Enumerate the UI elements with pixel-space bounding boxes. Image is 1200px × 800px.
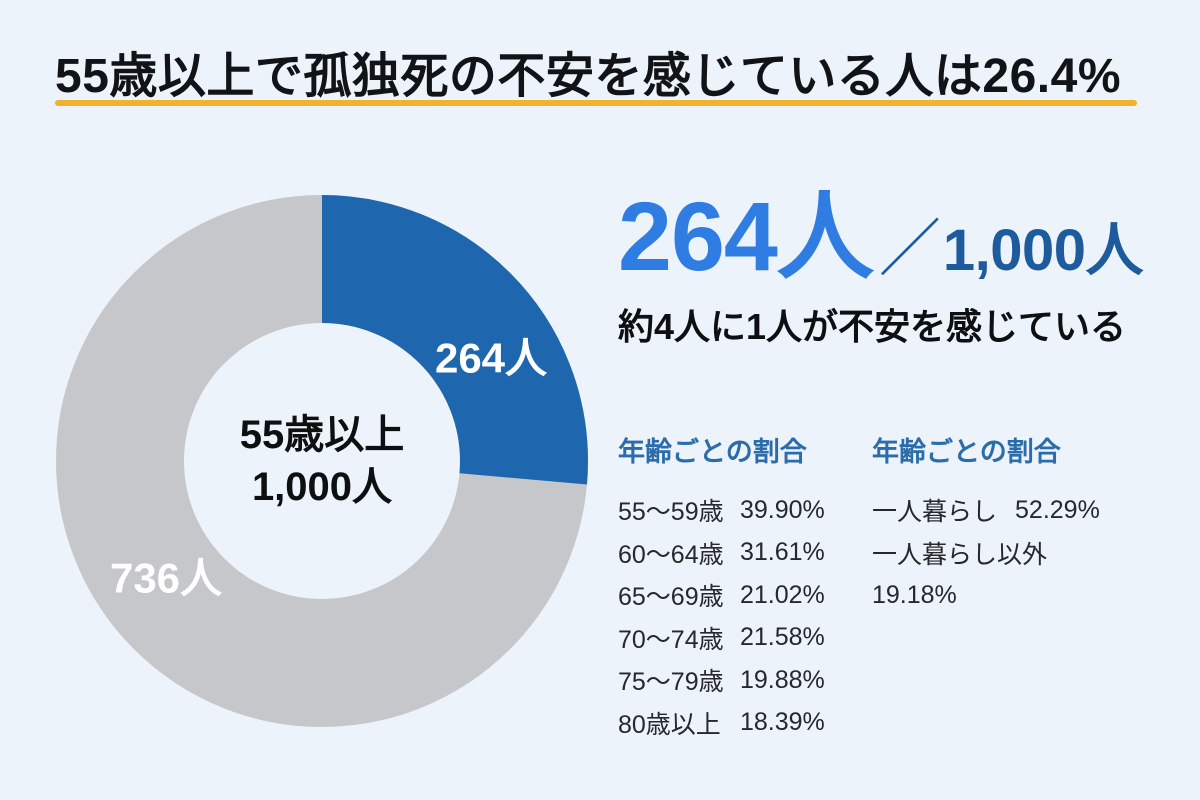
- row-label: 60〜64歳: [618, 535, 740, 571]
- table-row: 70〜74歳 21.58%: [618, 617, 872, 660]
- row-label: 75〜79歳: [618, 662, 740, 698]
- table-row: 60〜64歳 31.61%: [618, 532, 872, 575]
- donut-center-line1: 55歳以上: [240, 409, 405, 461]
- table-row: 一人暮らし以外: [872, 532, 1184, 575]
- title-underline: [55, 100, 1137, 106]
- row-label: 80歳以上: [618, 705, 740, 741]
- table-row: 55〜59歳 39.90%: [618, 489, 872, 532]
- living-breakdown-column: 年齢ごとの割合 一人暮らし 52.29% 一人暮らし以外 19.18%: [872, 430, 1184, 744]
- donut-center-line2: 1,000人: [240, 461, 405, 513]
- fraction-slash: ／: [879, 198, 941, 288]
- donut-chart: 264人 736人 55歳以上 1,000人: [56, 195, 588, 727]
- table-row: 19.18%: [872, 574, 1184, 617]
- row-label: 70〜74歳: [618, 620, 740, 656]
- donut-segment-label-others: 736人: [110, 545, 222, 606]
- ratio-headline: 264人 ／ 1,000人: [618, 186, 1184, 288]
- row-value: 39.90%: [740, 496, 825, 525]
- denominator-text: 1,000人: [943, 203, 1143, 287]
- age-breakdown-column: 年齢ごとの割合 55〜59歳 39.90% 60〜64歳 31.61% 65〜6…: [618, 430, 872, 744]
- row-label: 55〜59歳: [618, 492, 740, 528]
- row-label: 一人暮らし以外: [872, 535, 1047, 571]
- row-value: 52.29%: [1015, 496, 1100, 525]
- table-row: 75〜79歳 19.88%: [618, 659, 872, 702]
- age-breakdown-header: 年齢ごとの割合: [618, 430, 872, 469]
- breakdown-lists: 年齢ごとの割合 55〜59歳 39.90% 60〜64歳 31.61% 65〜6…: [618, 430, 1184, 744]
- table-row: 80歳以上 18.39%: [618, 702, 872, 745]
- row-label: 一人暮らし: [872, 492, 997, 528]
- table-row: 65〜69歳 21.02%: [618, 574, 872, 617]
- donut-segment-label-anxious: 264人: [435, 325, 547, 386]
- row-label: 19.18%: [872, 581, 957, 610]
- table-row: 一人暮らし 52.29%: [872, 489, 1184, 532]
- row-value: 31.61%: [740, 538, 825, 567]
- donut-center-label: 55歳以上 1,000人: [240, 409, 405, 513]
- row-value: 19.88%: [740, 666, 825, 695]
- row-value: 21.02%: [740, 581, 825, 610]
- headline-subtitle: 約4人に1人が不安を感じている: [618, 298, 1184, 350]
- summary-panel: 264人 ／ 1,000人 約4人に1人が不安を感じている 年齢ごとの割合 55…: [618, 186, 1184, 744]
- row-value: 18.39%: [740, 708, 825, 737]
- infographic-page: 55歳以上で孤独死の不安を感じている人は26.4% 264人 736人 55歳以…: [0, 0, 1200, 800]
- row-label: 65〜69歳: [618, 577, 740, 613]
- numerator-text: 264人: [618, 186, 873, 288]
- row-value: 21.58%: [740, 623, 825, 652]
- living-breakdown-header: 年齢ごとの割合: [872, 430, 1184, 469]
- page-title: 55歳以上で孤独死の不安を感じている人は26.4%: [55, 36, 1145, 106]
